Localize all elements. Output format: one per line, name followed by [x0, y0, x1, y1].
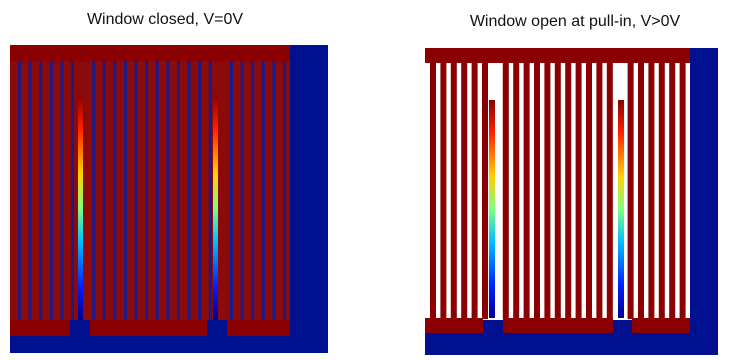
field-stripe [213, 95, 218, 320]
panel-closed [10, 45, 328, 353]
bottom-bar [503, 318, 613, 333]
top-bar [10, 45, 290, 61]
finger-gap [230, 61, 233, 320]
finger-gap [103, 61, 106, 320]
finger-gap [283, 61, 286, 320]
finger-gap [177, 61, 180, 320]
finger-gap [188, 61, 191, 320]
field-stripe [618, 100, 624, 318]
finger-gap [156, 61, 159, 320]
finger [461, 62, 467, 319]
finger [513, 62, 519, 319]
finger-gap [71, 61, 74, 320]
finger [440, 62, 446, 319]
finger-gap [39, 61, 42, 320]
finger-gap [198, 61, 201, 320]
gap [207, 320, 227, 336]
panel-title: Window open at pull-in, V>0V [470, 13, 681, 30]
finger [565, 62, 571, 319]
bottom-bar [90, 320, 207, 336]
top-bar [425, 48, 690, 63]
finger-gap [92, 61, 95, 320]
finger-gap [209, 61, 212, 320]
finger [628, 62, 634, 319]
finger [607, 62, 613, 319]
finger-gap [29, 61, 32, 320]
gap [70, 320, 90, 336]
finger [659, 62, 665, 319]
bottom-bar [10, 320, 70, 336]
finger-gap [241, 61, 244, 320]
figure: Window closed, V=0V Window open at pull-… [0, 0, 736, 360]
panel-open [425, 48, 718, 355]
finger [503, 62, 509, 319]
field-stripe [489, 100, 495, 318]
finger-gap [18, 61, 21, 320]
finger [648, 62, 654, 319]
finger [669, 62, 675, 319]
finger-gap [124, 61, 127, 320]
field-stripe [78, 95, 83, 320]
finger [472, 62, 478, 319]
finger [638, 62, 644, 319]
finger-gap [166, 61, 169, 320]
finger [586, 62, 592, 319]
finger-gap [60, 61, 63, 320]
finger-gap [50, 61, 53, 320]
bottom-bar [227, 320, 290, 336]
finger-gap [262, 61, 265, 320]
finger [555, 62, 561, 319]
finger-gap [135, 61, 138, 320]
finger-gap [272, 61, 275, 320]
finger-gap [145, 61, 148, 320]
finger [482, 62, 488, 319]
finger [430, 62, 436, 319]
finger-gap [113, 61, 116, 320]
panel-title: Window closed, V=0V [87, 11, 243, 28]
bottom-bar [425, 318, 483, 333]
finger [451, 62, 457, 319]
finger [544, 62, 550, 319]
finger [576, 62, 582, 319]
bottom-bar [632, 318, 690, 333]
finger [534, 62, 540, 319]
finger [596, 62, 602, 319]
finger [680, 62, 686, 319]
finger [524, 62, 530, 319]
finger-gap [251, 61, 254, 320]
